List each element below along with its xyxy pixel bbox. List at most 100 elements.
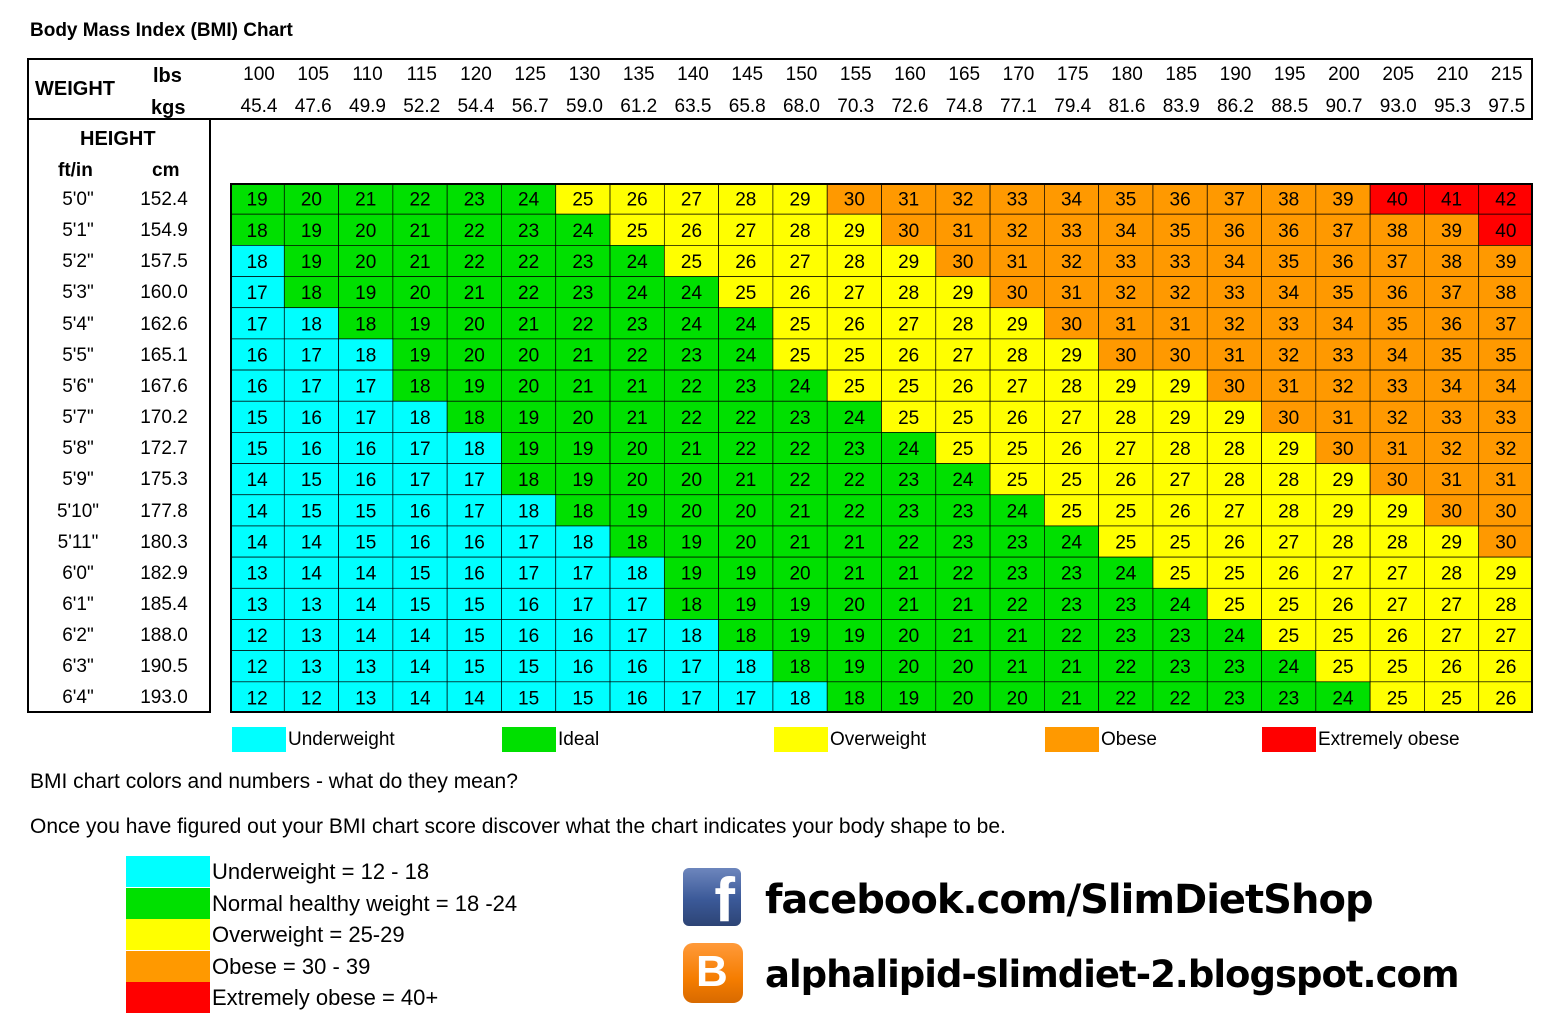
bmi-value: 18	[735, 657, 756, 678]
bmi-value: 19	[355, 283, 376, 304]
bmi-value: 31	[1332, 408, 1353, 429]
bmi-cell	[826, 556, 882, 589]
bmi-value: 31	[1278, 377, 1299, 398]
bmi-value: 27	[952, 345, 973, 366]
bmi-cell	[609, 276, 665, 309]
range-label: Normal healthy weight = 18 -24	[212, 890, 518, 916]
bmi-cell	[338, 183, 394, 215]
bmi-cell	[881, 369, 937, 402]
weight-kgs-label: 70.3	[837, 96, 875, 117]
bmi-cell	[1152, 619, 1208, 651]
explanation-question: BMI chart colors and numbers - what do t…	[30, 770, 518, 793]
weight-lbs-label: 150	[785, 64, 818, 85]
bmi-cell	[881, 650, 937, 683]
bmi-value: 20	[735, 533, 756, 554]
bmi-cell	[338, 494, 394, 527]
bmi-cell	[609, 183, 665, 215]
bmi-value: 24	[627, 252, 649, 273]
bmi-cell	[1098, 650, 1154, 683]
bmi-value: 24	[844, 408, 866, 429]
bmi-value: 35	[1115, 190, 1136, 211]
bmi-value: 25	[1170, 564, 1191, 585]
bmi-value: 27	[1332, 564, 1353, 585]
bmi-cell	[881, 556, 937, 589]
bmi-value: 19	[789, 595, 810, 616]
bmi-cell	[392, 369, 448, 402]
bmi-cell	[935, 525, 991, 558]
bmi-cell	[501, 338, 557, 371]
bmi-cell	[1478, 400, 1533, 433]
bmi-cell	[935, 650, 991, 683]
bmi-cell	[501, 245, 557, 277]
height-header-box	[27, 120, 211, 713]
weight-lbs-label: 195	[1273, 64, 1306, 85]
bmi-cell	[283, 369, 339, 402]
bmi-cell	[663, 463, 719, 496]
bmi-value: 27	[1061, 408, 1082, 429]
bmi-value: 24	[952, 470, 974, 491]
blog-link[interactable]: alphalipid-slimdiet-2.blogspot.com	[765, 953, 1460, 996]
bmi-value: 16	[518, 595, 539, 616]
bmi-value: 20	[518, 377, 539, 398]
weight-kgs-label: 83.9	[1162, 96, 1200, 117]
bmi-cell	[881, 276, 937, 309]
bmi-cell	[609, 463, 665, 496]
bmi-value: 25	[1061, 501, 1082, 522]
bmi-value: 36	[1332, 252, 1353, 273]
bmi-value: 22	[627, 345, 648, 366]
bmi-value: 33	[1332, 345, 1353, 366]
bmi-value: 31	[1170, 314, 1191, 335]
weight-lbs-label: 165	[948, 64, 981, 85]
bmi-value: 17	[301, 377, 322, 398]
legend-label: Underweight	[288, 729, 395, 750]
bmi-value: 28	[735, 190, 756, 211]
bmi-value: 26	[735, 252, 756, 273]
bmi-value: 15	[518, 688, 539, 709]
bmi-cell	[1206, 494, 1262, 527]
bmi-value: 38	[1387, 221, 1408, 242]
bmi-value: 16	[301, 408, 322, 429]
bmi-value: 24	[627, 283, 649, 304]
blogger-icon[interactable]: B	[683, 943, 743, 1003]
facebook-icon[interactable]: f	[683, 868, 741, 932]
bmi-cell	[1369, 463, 1425, 496]
bmi-cell	[663, 338, 719, 371]
bmi-value: 26	[1115, 470, 1136, 491]
bmi-cell	[609, 338, 665, 371]
bmi-cell	[1098, 338, 1154, 371]
bmi-value: 36	[1441, 314, 1462, 335]
bmi-value: 15	[355, 533, 376, 554]
bmi-cell	[989, 276, 1045, 309]
bmi-value: 25	[1115, 501, 1136, 522]
bmi-value: 30	[1115, 345, 1136, 366]
bmi-cell	[392, 400, 448, 433]
bmi-value: 30	[1495, 501, 1516, 522]
bmi-value: 23	[789, 408, 810, 429]
bmi-value: 25	[898, 408, 919, 429]
bmi-value: 24	[572, 221, 594, 242]
weight-lbs-label: 170	[1002, 64, 1035, 85]
bmi-cell	[1206, 525, 1262, 558]
bmi-value: 24	[1007, 501, 1029, 522]
bmi-value: 25	[1061, 470, 1082, 491]
bmi-cell	[1206, 463, 1262, 496]
bmi-value: 37	[1224, 190, 1245, 211]
weight-lbs-label: 185	[1165, 64, 1198, 85]
bmi-value: 21	[898, 595, 919, 616]
bmi-value: 30	[1170, 345, 1191, 366]
facebook-link[interactable]: facebook.com/SlimDietShop	[765, 877, 1374, 923]
bmi-value: 29	[1495, 564, 1516, 585]
bmi-value: 27	[1387, 564, 1408, 585]
legend-swatch	[774, 727, 828, 752]
bmi-value: 26	[1495, 657, 1516, 678]
weight-lbs-label: 145	[731, 64, 764, 85]
height-ftin-label: 5'2"	[62, 251, 94, 273]
range-swatch	[126, 919, 210, 951]
bmi-cell	[338, 245, 394, 277]
bmi-cell	[1315, 494, 1371, 527]
bmi-value: 33	[1495, 408, 1516, 429]
range-swatch	[126, 950, 210, 982]
bmi-cell	[1369, 369, 1425, 402]
bmi-cell	[989, 369, 1045, 402]
bmi-value: 21	[464, 283, 485, 304]
